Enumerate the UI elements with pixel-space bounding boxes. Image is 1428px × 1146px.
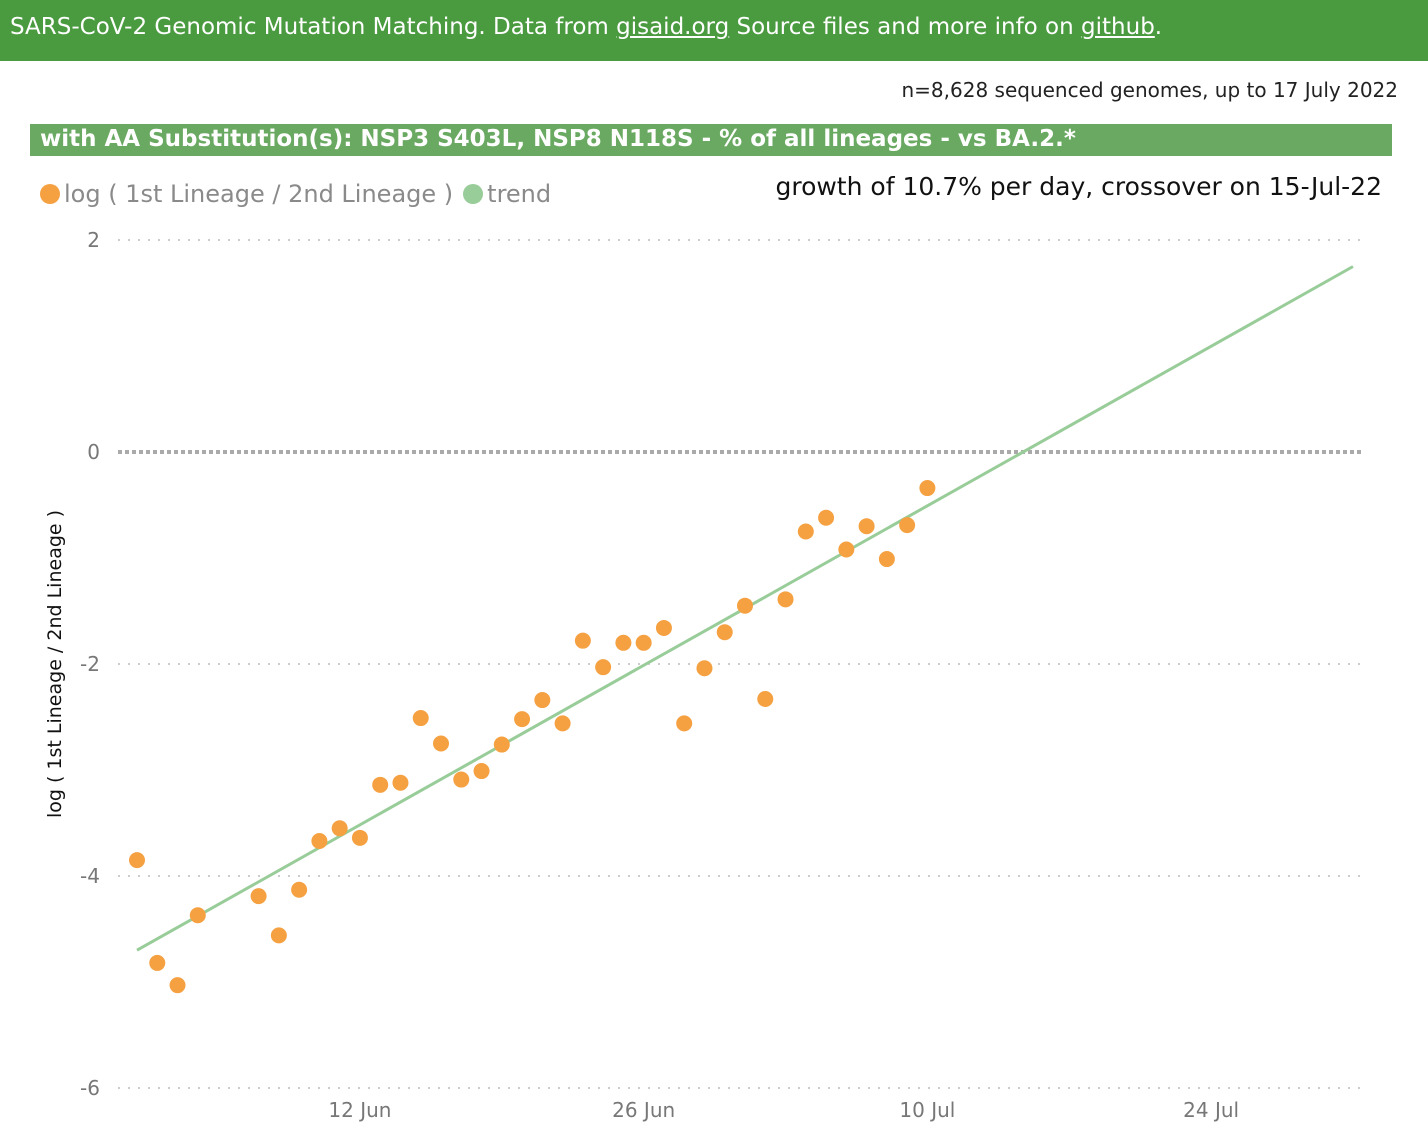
app-header: SARS-CoV-2 Genomic Mutation Matching. Da… (0, 0, 1428, 61)
y-tick--6: -6 (80, 1076, 100, 1100)
data-point-6[interactable] (291, 881, 308, 898)
data-point-22[interactable] (615, 634, 632, 651)
data-point-37[interactable] (919, 480, 936, 497)
data-point-19[interactable] (554, 715, 571, 732)
data-point-11[interactable] (392, 774, 409, 791)
data-point-8[interactable] (331, 820, 348, 837)
sample-count: n=8,628 sequenced genomes, up to 17 July… (901, 78, 1398, 102)
data-point-26[interactable] (696, 660, 713, 677)
data-point-32[interactable] (818, 509, 835, 526)
data-point-4[interactable] (250, 888, 267, 905)
legend-label-ratio: log ( 1st Lineage / 2nd Lineage ) (64, 180, 454, 208)
data-point-36[interactable] (899, 517, 916, 534)
data-point-29[interactable] (757, 690, 774, 707)
header-middle: Source files and more info on (729, 14, 1082, 40)
legend-dot-ratio (40, 184, 60, 204)
data-point-3[interactable] (189, 907, 206, 924)
chart-title: with AA Substitution(s): NSP3 S403L, NSP… (30, 124, 1392, 156)
growth-annotation: growth of 10.7% per day, crossover on 15… (775, 172, 1382, 201)
legend-dot-trend (463, 184, 484, 204)
x-tick-0: 12 Jun (328, 1098, 391, 1122)
legend-item-ratio[interactable]: log ( 1st Lineage / 2nd Lineage ) (40, 180, 453, 208)
legend-item-trend[interactable]: trend (463, 180, 551, 208)
data-point-2[interactable] (169, 977, 186, 994)
y-tick-labels: 2 0 -2 -4 -6 (80, 228, 100, 1100)
data-point-28[interactable] (737, 597, 753, 614)
y-tick--4: -4 (80, 864, 100, 888)
data-point-16[interactable] (493, 736, 510, 753)
data-point-21[interactable] (595, 659, 612, 676)
data-point-7[interactable] (311, 833, 328, 850)
data-point-24[interactable] (655, 619, 672, 636)
data-point-33[interactable] (838, 541, 855, 558)
grid-lines (118, 239, 1364, 1089)
data-point-31[interactable] (797, 523, 814, 540)
github-link[interactable]: github (1081, 14, 1155, 40)
x-tick-labels: 12 Jun 26 Jun 10 Jul 24 Jul (328, 1098, 1239, 1122)
x-tick-3: 24 Jul (1183, 1098, 1239, 1122)
data-point-27[interactable] (716, 624, 733, 641)
data-point-23[interactable] (635, 634, 652, 651)
data-point-34[interactable] (858, 518, 875, 535)
data-point-25[interactable] (676, 715, 693, 732)
data-point-35[interactable] (878, 551, 895, 568)
data-points (129, 480, 936, 994)
header-prefix: SARS-CoV-2 Genomic Mutation Matching. Da… (10, 14, 617, 40)
header-suffix: . (1154, 14, 1163, 40)
y-tick-0: 0 (87, 440, 100, 464)
data-point-5[interactable] (270, 927, 287, 944)
gisaid-link[interactable]: gisaid.org (616, 14, 730, 40)
data-point-9[interactable] (351, 829, 368, 846)
data-point-0[interactable] (129, 852, 145, 869)
data-point-30[interactable] (777, 591, 794, 608)
y-tick-2: 2 (87, 228, 100, 252)
data-point-13[interactable] (433, 735, 449, 752)
data-point-15[interactable] (473, 763, 490, 780)
data-point-18[interactable] (534, 692, 551, 709)
legend-label-trend: trend (487, 180, 552, 208)
data-point-17[interactable] (514, 711, 531, 728)
data-point-10[interactable] (372, 776, 389, 793)
data-point-12[interactable] (412, 710, 429, 727)
x-tick-2: 10 Jul (899, 1098, 955, 1122)
y-axis-label: log ( 1st Lineage / 2nd Lineage ) (44, 510, 66, 818)
x-tick-1: 26 Jun (612, 1098, 675, 1122)
y-tick--2: -2 (80, 652, 100, 676)
data-point-20[interactable] (574, 632, 591, 649)
data-point-14[interactable] (453, 771, 470, 788)
data-point-1[interactable] (149, 954, 166, 971)
chart-legend: log ( 1st Lineage / 2nd Lineage ) trend (40, 180, 561, 208)
